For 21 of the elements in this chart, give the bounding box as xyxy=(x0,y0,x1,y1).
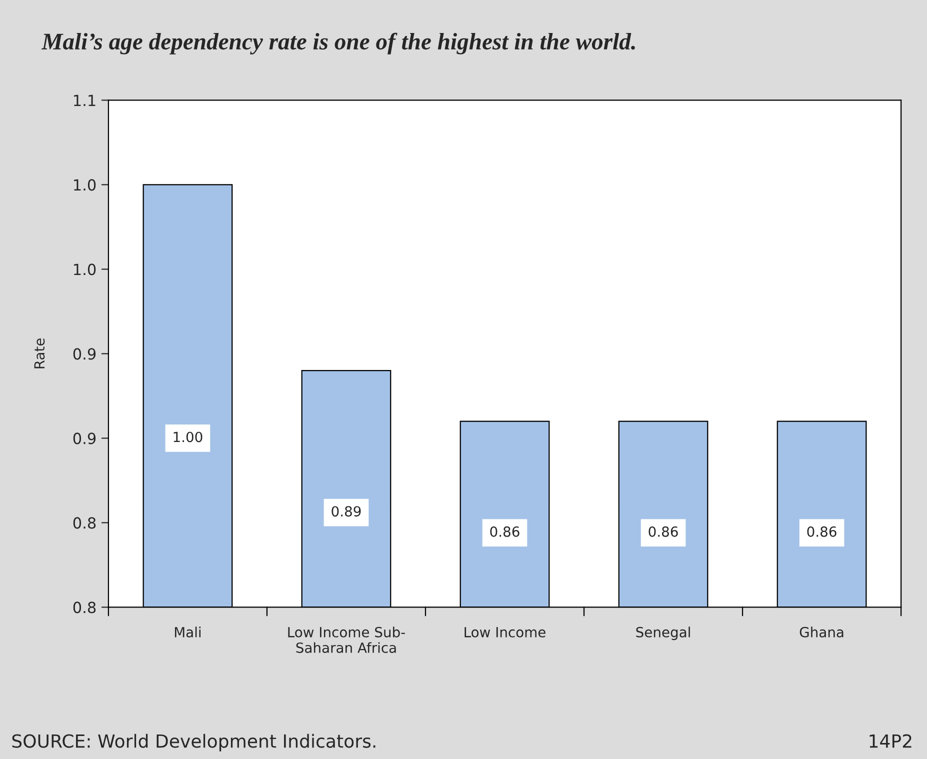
y-tick-label: 1.0 xyxy=(74,179,96,191)
x-tick-label: Senegal xyxy=(636,626,690,640)
y-tick-label: 0.8 xyxy=(73,602,96,614)
x-tick-label: Mali xyxy=(174,626,201,638)
x-tick-label: Low Income xyxy=(464,627,546,638)
data-label: 0.86 xyxy=(807,526,836,537)
x-tick-label: Ghana xyxy=(800,626,844,638)
data-label: 0.86 xyxy=(648,526,678,537)
y-axis-title: Rate xyxy=(34,338,45,368)
x-tick-label: Low Income Sub-Saharan Africa xyxy=(288,626,405,653)
data-label: 1.00 xyxy=(174,432,202,442)
chart-title: Mali’s age dependency rate is one of the highest in the world. xyxy=(41,32,635,54)
y-tick-label: 1.1 xyxy=(74,94,96,106)
y-tick-label: 0.8 xyxy=(73,517,96,529)
source-note: SOURCE: World Development Indicators. xyxy=(12,734,376,752)
text: 14P2 xyxy=(870,734,912,748)
y-tick-label: 0.9 xyxy=(73,432,96,444)
data-label: 0.86 xyxy=(490,526,520,537)
y-tick-label: 0.9 xyxy=(73,348,96,360)
y-tick-label: 1.0 xyxy=(74,264,96,276)
data-label: 0.89 xyxy=(332,506,361,517)
